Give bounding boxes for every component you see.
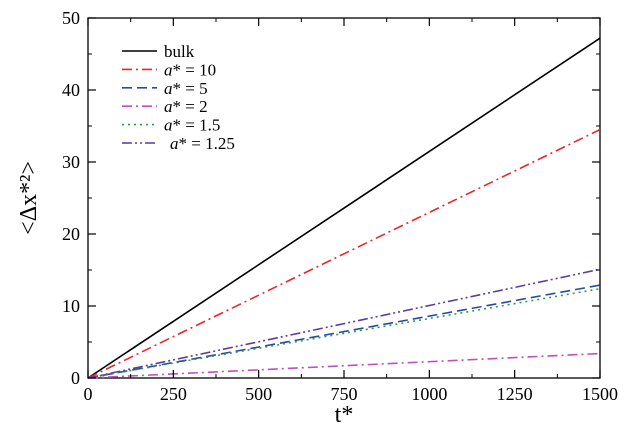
y-tick-label: 10 xyxy=(62,296,80,316)
legend-label-5: a* = 1.25 xyxy=(170,134,235,153)
x-tick-label: 250 xyxy=(160,384,187,404)
ticks-layer: 0 250 500 750 1000 1250 1500 0 10 20 30 40 50 xyxy=(62,8,618,404)
y-tick-label: 0 xyxy=(71,368,80,388)
x-axis-title: t* xyxy=(335,402,354,428)
legend-label-1: a* = 10 xyxy=(164,60,216,79)
x-tick-label: 1250 xyxy=(497,384,533,404)
y-tick-label: 40 xyxy=(62,80,80,100)
x-tick-label: 750 xyxy=(331,384,358,404)
series-line-2 xyxy=(87,284,601,379)
series-line-4 xyxy=(87,287,601,379)
series-line-5 xyxy=(87,268,601,379)
legend-label-2: a* = 5 xyxy=(164,79,208,98)
x-tick-label: 0 xyxy=(84,384,93,404)
x-tick-label: 1000 xyxy=(411,384,447,404)
y-tick-label: 20 xyxy=(62,224,80,244)
legend-label-4: a* = 1.5 xyxy=(164,116,220,135)
x-tick-label: 500 xyxy=(245,384,272,404)
y-tick-label: 30 xyxy=(62,152,80,172)
x-tick-label: 1500 xyxy=(582,384,618,404)
y-axis-title: <Δx*²> xyxy=(16,161,42,235)
y-tick-label: 50 xyxy=(62,8,80,28)
legend-label-3: a* = 2 xyxy=(164,97,208,116)
legend-label-0: bulk xyxy=(164,42,195,61)
series-line-1 xyxy=(87,128,601,379)
series-line-0 xyxy=(87,37,601,379)
